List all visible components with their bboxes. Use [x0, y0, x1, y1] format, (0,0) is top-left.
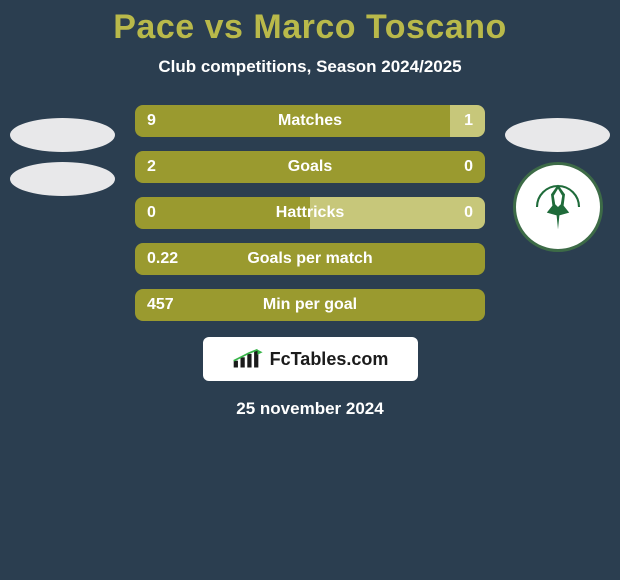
- date-label: 25 november 2024: [0, 399, 620, 419]
- stat-label: Goals: [288, 158, 332, 176]
- stat-value-left: 457: [147, 296, 174, 314]
- stat-value-left: 9: [147, 112, 156, 130]
- stat-row-goals-per-match: 0.22 Goals per match: [135, 243, 485, 275]
- stat-label: Matches: [278, 112, 342, 130]
- stat-value-right: 0: [464, 204, 473, 222]
- page-title: Pace vs Marco Toscano: [0, 0, 620, 47]
- stat-value-left: 2: [147, 158, 156, 176]
- club-badge-avellino: [513, 162, 603, 252]
- stat-label: Min per goal: [263, 296, 357, 314]
- stat-value-right: 0: [464, 158, 473, 176]
- subtitle: Club competitions, Season 2024/2025: [0, 57, 620, 77]
- stat-row-hattricks: 0 0 Hattricks: [135, 197, 485, 229]
- stat-value-left: 0.22: [147, 250, 178, 268]
- club-logo-placeholder: [10, 162, 115, 196]
- stat-label: Goals per match: [247, 250, 372, 268]
- left-player-column: [10, 118, 115, 196]
- stat-value-right: 1: [464, 112, 473, 130]
- bars-chart-icon: [232, 348, 266, 370]
- fctables-logo-text: FcTables.com: [270, 349, 389, 370]
- stat-row-matches: 9 1 Matches: [135, 105, 485, 137]
- right-player-column: [505, 118, 610, 252]
- fctables-logo-box: FcTables.com: [203, 337, 418, 381]
- stat-label: Hattricks: [276, 204, 344, 222]
- player-photo-placeholder: [505, 118, 610, 152]
- stat-row-min-per-goal: 457 Min per goal: [135, 289, 485, 321]
- wolf-icon: [523, 172, 593, 242]
- stat-row-goals: 2 0 Goals: [135, 151, 485, 183]
- player-photo-placeholder: [10, 118, 115, 152]
- stat-value-left: 0: [147, 204, 156, 222]
